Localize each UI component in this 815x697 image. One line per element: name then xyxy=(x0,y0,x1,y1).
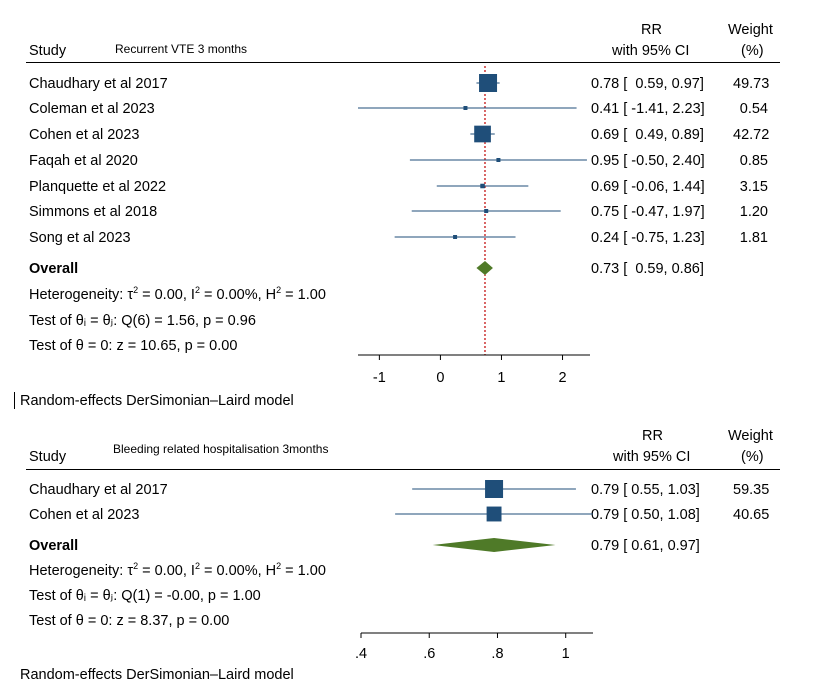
study-label: Chaudhary et al 2017 xyxy=(29,76,168,92)
x-tick-label: .8 xyxy=(491,646,503,662)
weight-unit-header: (%) xyxy=(741,43,764,59)
weight-value: 1.20 xyxy=(739,204,768,220)
weight-column-header: Weight xyxy=(728,22,773,38)
x-tick-label: .4 xyxy=(355,646,367,662)
study-column-header: Study xyxy=(29,449,67,465)
ci-value: 0.41 [ -1.41, 2.23] xyxy=(591,101,705,117)
weight-value: 42.72 xyxy=(733,127,770,143)
study-label: Cohen et al 2023 xyxy=(29,507,140,523)
weight-value: 59.35 xyxy=(733,482,770,498)
study-marker xyxy=(453,235,458,239)
test-equal-stat: Test of θᵢ = θⱼ: Q(6) = 1.56, p = 0.96 xyxy=(29,313,256,329)
ci-value: 0.24 [ -0.75, 1.23] xyxy=(591,230,705,246)
test-zero-stat: Test of θ = 0: z = 8.37, p = 0.00 xyxy=(29,613,230,629)
study-label: Song et al 2023 xyxy=(29,230,131,246)
overall-diamond xyxy=(476,261,493,275)
x-tick-label: 0 xyxy=(436,370,444,386)
test-equal-stat: Test of θᵢ = θⱼ: Q(1) = -0.00, p = 1.00 xyxy=(29,588,261,604)
test-zero-stat: Test of θ = 0: z = 10.65, p = 0.00 xyxy=(29,338,238,354)
x-tick-label: 1 xyxy=(562,646,570,662)
model-note: Random-effects DerSimonian–Laird model xyxy=(20,667,294,683)
weight-value: 3.15 xyxy=(739,179,768,195)
study-label: Faqah et al 2020 xyxy=(29,153,138,169)
study-label: Simmons et al 2018 xyxy=(29,204,158,220)
overall-ci-value: 0.79 [ 0.61, 0.97] xyxy=(591,538,700,554)
rr-column-header: RR xyxy=(641,22,662,38)
heterogeneity-stat: Heterogeneity: τ2 = 0.00, I2 = 0.00%, H2… xyxy=(29,561,326,579)
ci-column-header: with 95% CI xyxy=(612,43,690,59)
x-tick-label: 1 xyxy=(497,370,505,386)
study-marker xyxy=(486,506,502,522)
study-label: Cohen et al 2023 xyxy=(29,127,140,143)
ci-value: 0.95 [ -0.50, 2.40] xyxy=(591,153,705,169)
overall-diamond xyxy=(432,538,556,552)
study-marker xyxy=(496,158,501,162)
ci-value: 0.69 [ -0.06, 1.44] xyxy=(591,179,705,195)
study-marker xyxy=(463,106,468,110)
weight-value: 0.54 xyxy=(739,101,768,117)
weight-unit-header: (%) xyxy=(741,449,764,465)
study-marker xyxy=(479,74,498,92)
x-tick-label: 2 xyxy=(558,370,566,386)
ci-value: 0.75 [ -0.47, 1.97] xyxy=(591,204,705,220)
overall-ci-value: 0.73 [ 0.59, 0.86] xyxy=(591,261,704,277)
ci-value: 0.79 [ 0.50, 1.08] xyxy=(591,507,700,523)
study-column-header: Study xyxy=(29,43,67,59)
study-label: Chaudhary et al 2017 xyxy=(29,482,168,498)
heterogeneity-stat: Heterogeneity: τ2 = 0.00, I2 = 0.00%, H2… xyxy=(29,285,326,303)
rr-column-header: RR xyxy=(642,428,663,444)
x-tick-label: -1 xyxy=(373,370,386,386)
model-note: Random-effects DerSimonian–Laird model xyxy=(20,393,294,409)
ci-value: 0.69 [ 0.49, 0.89] xyxy=(591,127,704,143)
weight-value: 0.85 xyxy=(739,153,768,169)
study-marker xyxy=(474,125,491,143)
study-label: Coleman et al 2023 xyxy=(29,101,155,117)
ci-value: 0.79 [ 0.55, 1.03] xyxy=(591,482,700,498)
weight-column-header: Weight xyxy=(728,428,773,444)
weight-value: 49.73 xyxy=(733,76,770,92)
study-marker xyxy=(485,480,504,498)
weight-value: 1.81 xyxy=(739,230,768,246)
study-marker xyxy=(484,209,489,213)
weight-value: 40.65 xyxy=(733,507,770,523)
ci-column-header: with 95% CI xyxy=(613,449,691,465)
panel-subtitle: Recurrent VTE 3 months xyxy=(115,42,248,56)
x-tick-label: .6 xyxy=(423,646,435,662)
ci-value: 0.78 [ 0.59, 0.97] xyxy=(591,76,704,92)
study-label: Planquette et al 2022 xyxy=(29,179,167,195)
study-marker xyxy=(480,183,485,189)
panel-subtitle: Bleeding related hospitalisation 3months xyxy=(113,442,329,456)
overall-label: Overall xyxy=(29,261,79,277)
overall-label: Overall xyxy=(29,538,79,554)
